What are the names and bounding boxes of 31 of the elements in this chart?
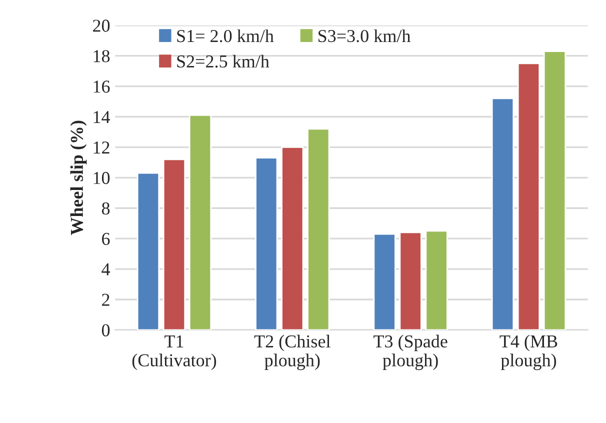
bar: [543, 50, 566, 330]
bar: [307, 128, 330, 330]
legend-label: S3=3.0 km/h: [318, 29, 411, 42]
y-tick-label: 10: [94, 172, 110, 184]
x-tick-label: T4 (MB plough): [500, 334, 558, 370]
bar: [255, 157, 278, 330]
legend-label: S2=2.5 km/h: [177, 54, 270, 68]
y-tick-label: 18: [94, 50, 110, 62]
bar: [188, 114, 212, 330]
y-axis-title: Wheel slip (%): [70, 120, 87, 236]
y-tick-label: 16: [94, 80, 110, 93]
y-tick-label: 2: [102, 294, 110, 306]
y-tick-label: 6: [102, 232, 110, 246]
x-tick-label: T2 (Chisel plough): [254, 334, 330, 370]
x-tick-label: T3 (Spade plough): [374, 334, 448, 370]
x-tick-label: T1 (Cultivator): [132, 335, 216, 370]
y-tick-label: 12: [94, 142, 110, 154]
y-tick-label: 0: [102, 324, 110, 336]
y-tick-label: 4: [102, 263, 110, 276]
bar: [162, 158, 186, 330]
y-tick-label: 8: [102, 202, 110, 215]
bar: [136, 172, 160, 330]
bar: [425, 230, 448, 330]
y-tick-label: 14: [94, 111, 110, 124]
bar: [373, 233, 396, 330]
bar: [281, 146, 304, 330]
bar: [399, 232, 422, 330]
bar: [491, 98, 514, 330]
bar: [517, 62, 540, 330]
legend-label: S1= 2.0 km/h: [177, 29, 274, 42]
y-tick-label: 20: [93, 20, 110, 32]
